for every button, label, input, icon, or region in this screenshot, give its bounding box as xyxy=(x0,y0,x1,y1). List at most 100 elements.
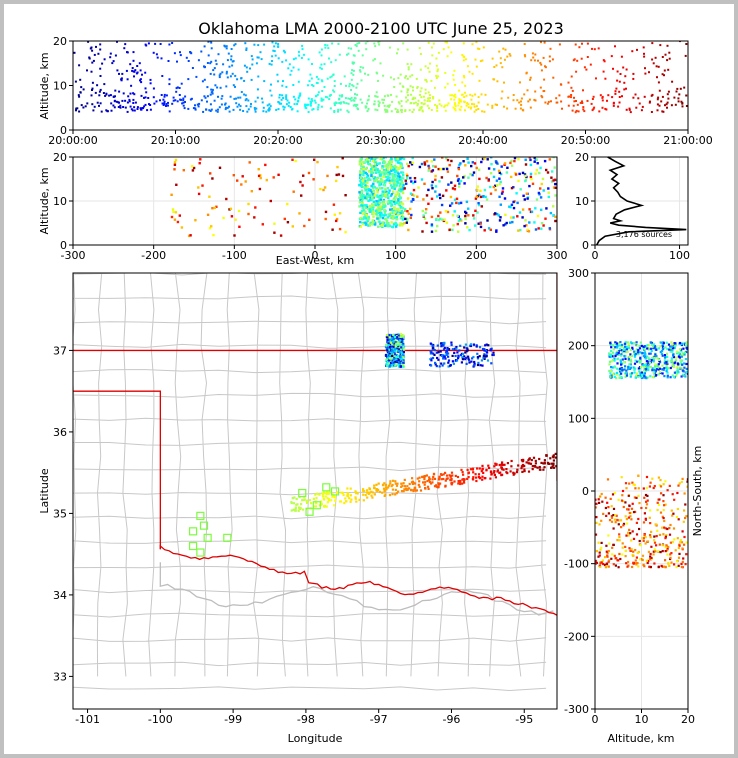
eastwest-point xyxy=(394,185,397,188)
plan-view-point xyxy=(475,476,478,479)
plan-view-point xyxy=(521,463,525,467)
time-altitude-point xyxy=(433,86,436,89)
plan-view-point xyxy=(433,485,437,488)
plan-view-point xyxy=(402,482,405,485)
time-altitude-point xyxy=(224,102,227,105)
eastwest-point xyxy=(448,228,451,232)
plan-view-point xyxy=(391,335,394,338)
plan-view-point xyxy=(418,476,421,479)
plan-view-point xyxy=(429,342,432,345)
time-altitude-point xyxy=(444,41,447,44)
northsouth-point xyxy=(646,376,649,379)
time-altitude-point xyxy=(262,106,265,109)
eastwest-point xyxy=(435,217,438,221)
time-altitude-point xyxy=(334,59,337,62)
time-altitude-point xyxy=(500,97,503,100)
time-altitude-point xyxy=(314,101,317,104)
eastwest-point xyxy=(430,223,434,226)
time-altitude-point xyxy=(139,78,142,81)
northsouth-point xyxy=(607,534,610,537)
time-altitude-point xyxy=(277,45,280,48)
eastwest-point xyxy=(393,223,396,226)
plan-view-point xyxy=(396,360,399,363)
latitude-axis-label: Latitude xyxy=(38,468,51,514)
plan-view-point xyxy=(543,466,546,469)
plan-view-point xyxy=(434,361,437,364)
eastwest-point xyxy=(402,174,405,177)
time-altitude-point xyxy=(187,60,190,62)
eastwest-point xyxy=(399,182,402,185)
plan-view-point xyxy=(390,350,393,353)
plan-view-point xyxy=(534,459,537,462)
time-altitude-point xyxy=(149,104,152,106)
northsouth-point xyxy=(599,561,602,564)
plan-view-point xyxy=(502,468,505,471)
northsouth-point xyxy=(624,545,627,548)
plan-view-point xyxy=(403,478,406,481)
northsouth-point xyxy=(623,368,626,371)
northsouth-point xyxy=(648,361,651,364)
time-altitude-point xyxy=(245,49,248,51)
plan-view-point xyxy=(454,474,457,477)
eastwest-point xyxy=(445,221,449,224)
time-altitude-point xyxy=(202,110,205,113)
eastwest-point xyxy=(446,170,450,173)
eastwest-point xyxy=(402,215,405,219)
plan-view-point xyxy=(390,347,393,350)
plan-view-point xyxy=(388,352,391,355)
time-altitude-point xyxy=(424,65,427,68)
northsouth-point xyxy=(618,536,621,539)
time-altitude-point xyxy=(399,82,402,85)
northsouth-point xyxy=(686,480,688,483)
northsouth-point xyxy=(663,367,666,370)
time-altitude-point xyxy=(537,59,539,62)
northsouth-point xyxy=(685,346,688,349)
time-altitude-point xyxy=(534,90,537,93)
time-altitude-point xyxy=(542,56,545,59)
eastwest-point xyxy=(369,188,372,192)
time-altitude-point xyxy=(332,89,335,92)
plan-view-point xyxy=(401,350,404,353)
northsouth-point xyxy=(619,359,622,362)
northsouth-point xyxy=(638,359,641,362)
plan-view-point xyxy=(459,344,462,347)
eastwest-point xyxy=(400,181,404,184)
eastwest-point xyxy=(551,180,554,183)
eastwest-point xyxy=(298,212,301,215)
eastwest-point xyxy=(464,222,467,225)
time-altitude-point xyxy=(366,41,369,43)
eastwest-point xyxy=(518,172,521,176)
northsouth-point xyxy=(628,504,631,507)
eastwest-point xyxy=(538,193,541,196)
northsouth-point xyxy=(624,340,627,344)
northsouth-point xyxy=(615,514,618,517)
time-altitude-point xyxy=(86,69,88,72)
plan-view-point xyxy=(303,498,306,501)
northsouth-point xyxy=(671,348,674,351)
eastwest-point xyxy=(427,202,430,205)
eastwest-point xyxy=(361,179,365,182)
time-altitude-point xyxy=(503,58,506,61)
eastwest-point xyxy=(437,167,440,171)
northsouth-point xyxy=(682,557,685,560)
plan-view-point xyxy=(492,353,495,357)
eastwest-point xyxy=(489,185,492,189)
plan-view-point xyxy=(495,463,498,466)
eastwest-point xyxy=(430,224,434,228)
northsouth-point xyxy=(633,342,636,345)
northsouth-point xyxy=(660,341,663,344)
time-altitude-point xyxy=(220,97,223,100)
plan-view-point xyxy=(401,365,404,368)
time-altitude-point xyxy=(656,98,659,101)
time-altitude-point xyxy=(373,100,376,103)
eastwest-point xyxy=(401,222,404,226)
eastwest-point xyxy=(476,185,479,188)
northsouth-point xyxy=(608,542,611,545)
eastwest-point xyxy=(472,171,476,174)
eastwest-point xyxy=(523,224,526,228)
northsouth-point xyxy=(679,361,682,364)
eastwest-point xyxy=(377,209,381,213)
plan-view-point xyxy=(368,488,371,491)
northsouth-point xyxy=(645,487,648,490)
northsouth-point xyxy=(661,544,664,547)
